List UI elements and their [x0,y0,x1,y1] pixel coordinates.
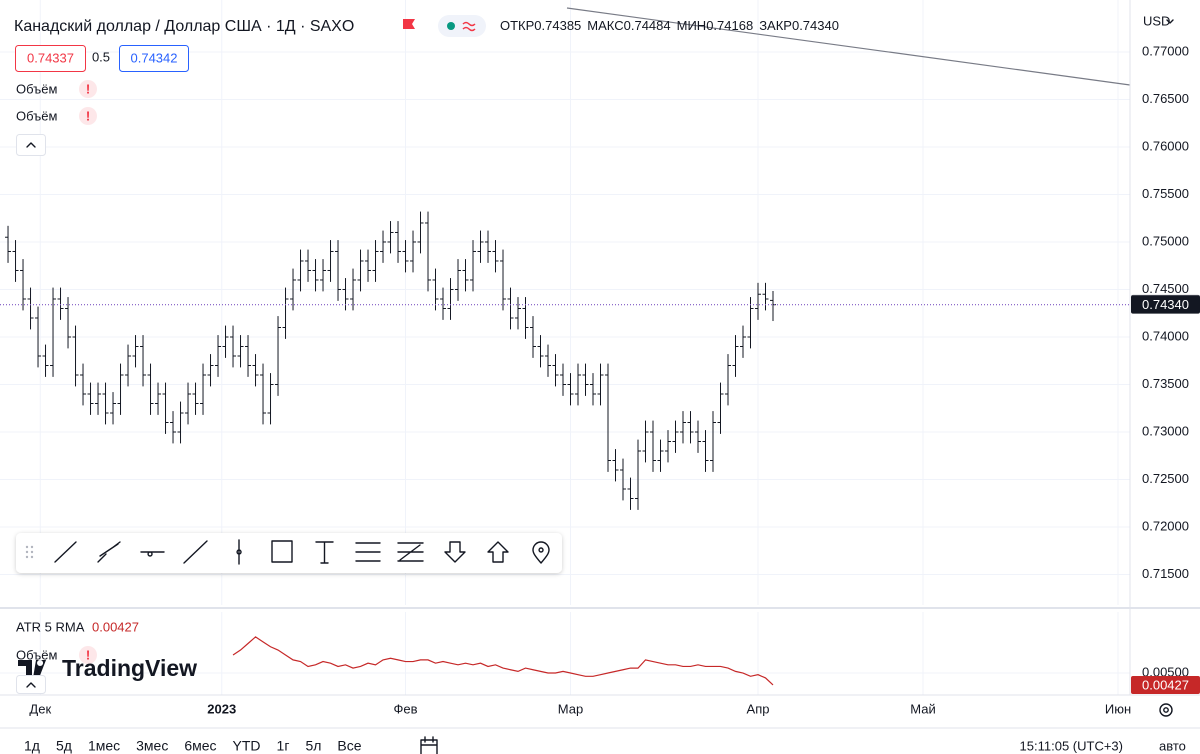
currency[interactable]: USD [1143,13,1170,28]
range-button[interactable]: 5л [305,738,321,754]
scale-mode[interactable]: авто [1159,738,1186,753]
y-tick-label: 0.73500 [1142,376,1189,391]
range-button[interactable]: 3мес [136,738,168,754]
y-tick-label: 0.74000 [1142,328,1189,343]
range-button[interactable]: 6мес [184,738,216,754]
y-tick-label: 0.72000 [1142,518,1189,533]
ohlc-name: МАКС [587,18,623,33]
y-tick-label: 0.75000 [1142,233,1189,248]
x-tick-label: Апр [747,701,770,716]
x-tick-label: 2023 [207,701,236,716]
ohlc-legend: ОТКР0.74385 МАКС0.74484 МИН0.74168 ЗАКР0.74… [500,18,839,33]
tool-pin[interactable] [532,541,550,564]
indicator-label[interactable]: Объём [16,108,57,123]
alert-badge[interactable] [79,107,97,125]
ohlc-value: 0.74168 [706,18,753,33]
tool-text[interactable] [315,541,334,564]
logo-text[interactable]: TradingView [62,655,197,681]
atr-title: ATR 5 RMA [16,619,85,634]
tool-extended-line[interactable] [183,540,208,564]
buy-button[interactable] [119,45,189,72]
y-tick-label: 0.74500 [1142,281,1189,296]
market-open-dot [447,22,455,30]
sell-button[interactable] [15,45,86,72]
atr-badge-label: 0.00427 [1142,677,1189,692]
y-tick-label: 0.00500 [1142,664,1189,679]
atr-line [232,636,774,686]
drawing-toolbar [16,533,562,573]
currency-chevron [1166,19,1174,24]
spread: 0.5 [92,49,110,64]
alert-mark: ! [86,81,90,96]
toolbar-panel [16,533,562,573]
tool-arrow-up[interactable] [487,541,509,563]
grid-layer [0,0,1130,695]
range-button[interactable]: 1д [24,738,40,754]
y-tick-label: 0.73000 [1142,423,1189,438]
ohlc-name: ЗАКР [759,18,792,33]
y-tick-label: 0.76000 [1142,138,1189,153]
x-tick-label: Дек [29,701,51,716]
y-tick-label: 0.75500 [1142,186,1189,201]
collapse-button[interactable] [16,134,46,156]
indicator-label[interactable]: Объём [16,647,57,662]
range-button[interactable]: Все [337,738,361,754]
alert-badge[interactable] [79,80,97,98]
logo-icon[interactable] [18,660,46,678]
x-tick-label: Май [910,701,935,716]
delay-icon [462,21,476,32]
drag-handle[interactable] [25,545,34,559]
x-tick-label: Мар [558,701,583,716]
x-tick-label: Фев [394,701,418,716]
buy-price: 0.74342 [131,50,178,65]
collapse-chevron [26,142,36,148]
atr-badge [1131,675,1200,694]
tool-arrow-down[interactable] [444,541,466,563]
tool-horizontal-line[interactable] [140,551,165,557]
y-tick-label: 0.76500 [1142,91,1189,106]
tool-pitchfork[interactable] [397,542,424,562]
price-badge [1131,295,1200,314]
ohlc-value: 0.74340 [792,18,839,33]
y-tick-label: 0.77000 [1142,43,1189,58]
clock: 15:11:05 (UTC+3) [1020,738,1123,753]
tool-vertical-line[interactable] [236,539,242,565]
ohlc-value: 0.74484 [624,18,671,33]
range-button[interactable]: 5д [56,738,72,754]
y-tick-label: 0.71500 [1142,566,1189,581]
market-status-pill[interactable] [438,15,486,37]
atr-value: 0.00427 [92,619,139,634]
range-button[interactable]: 1мес [88,738,120,754]
tool-ray[interactable] [97,541,121,563]
ohlc-name: МИН [677,18,707,33]
range-button[interactable]: 1г [277,738,290,754]
x-tick-label: Июн [1105,701,1131,716]
flag-icon[interactable] [403,19,415,29]
settings-button[interactable] [1159,703,1173,717]
range-button[interactable]: YTD [233,738,261,754]
collapse-button[interactable] [16,675,46,694]
y-tick-label: 0.72500 [1142,471,1189,486]
ohlc-value: 0.74385 [534,18,581,33]
tool-trend-line[interactable] [54,541,77,563]
collapse-chevron [26,682,36,688]
alert-badge[interactable] [79,646,97,664]
trend-line-drawing[interactable] [566,7,1131,86]
alert-mark: ! [86,647,90,662]
tool-fib[interactable] [355,542,381,562]
symbol-title: Канадский доллар / Доллар США · 1Д · SAX… [14,18,354,35]
ohlc-name: ОТКР [500,18,534,33]
sell-price: 0.74337 [27,50,74,65]
range-bar: 1д 5д 1мес 3мес 6мес YTD 1г 5л Все [24,738,362,754]
tool-rectangle[interactable] [271,540,293,563]
indicator-label[interactable]: Объём [16,81,57,96]
alert-mark: ! [86,108,90,123]
marks-layer [0,211,1130,686]
price-badge-label: 0.74340 [1142,297,1189,312]
go-to-date[interactable] [420,736,438,754]
